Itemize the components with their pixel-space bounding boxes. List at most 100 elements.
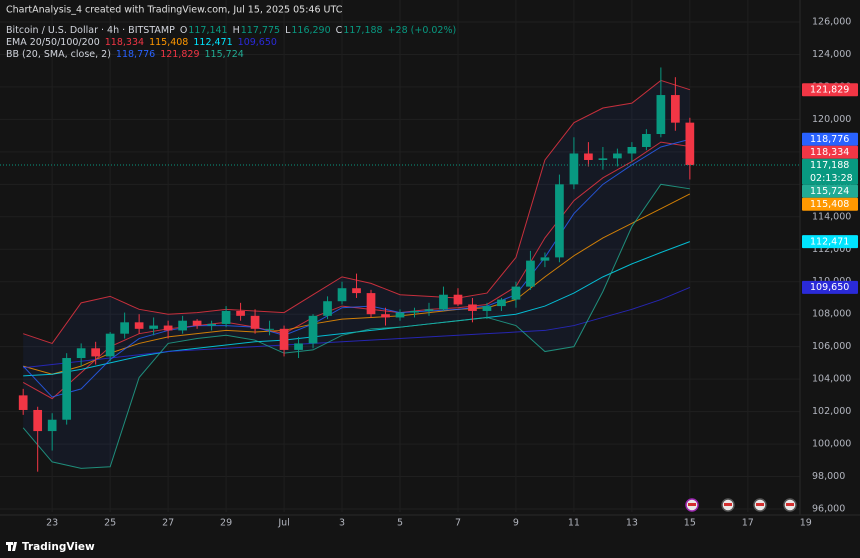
price-tag xyxy=(802,280,858,294)
header-item: BB (20, SMA, close, 2) xyxy=(6,49,111,60)
header-item: 117,141 xyxy=(188,25,227,36)
candle-body xyxy=(178,320,187,331)
candle-body xyxy=(352,288,361,294)
indicator-line xyxy=(23,193,691,375)
header-item: 117,188 xyxy=(343,25,382,36)
candle-body xyxy=(439,294,448,310)
candle-body xyxy=(381,314,390,318)
x-tick-label: Jul xyxy=(277,518,289,529)
y-tick-label: 104,000 xyxy=(812,374,851,385)
header-item: 116,290 xyxy=(291,25,330,36)
candle-body xyxy=(511,286,521,300)
candle-body xyxy=(62,358,72,420)
candle-body xyxy=(598,158,608,160)
candle-body xyxy=(149,325,158,329)
candle-body xyxy=(555,184,564,258)
x-tick-label: 3 xyxy=(339,518,345,529)
event-icon-flag xyxy=(786,503,794,506)
candle-body xyxy=(308,315,318,344)
candle-body xyxy=(424,309,434,311)
indicator-line xyxy=(22,141,690,400)
candle-body xyxy=(33,409,43,432)
candle-body xyxy=(395,312,405,318)
price-tag xyxy=(802,132,858,146)
candles xyxy=(18,67,695,472)
indicator-legend: BB (20, SMA, close, 2) 118,776 121,829 115,… xyxy=(6,49,244,60)
candle-body xyxy=(279,328,289,350)
header-item: 121,829 xyxy=(160,49,199,60)
y-tick-label: 112,000 xyxy=(812,244,851,255)
price-tag-label: 115,408 xyxy=(810,199,849,210)
candle-body xyxy=(685,122,695,166)
price-tag-label: 118,776 xyxy=(810,134,849,145)
candle-body xyxy=(105,333,115,357)
price-tag xyxy=(802,184,858,198)
y-tick-label: 100,000 xyxy=(812,439,851,450)
x-tick-label: 5 xyxy=(397,518,403,529)
price-tag-label: 112,471 xyxy=(810,236,849,247)
candle-body xyxy=(540,257,550,261)
candle-body xyxy=(323,301,332,316)
x-tick-label: 13 xyxy=(626,518,638,529)
footer: TradingView xyxy=(22,541,95,553)
logo-icon xyxy=(6,542,17,551)
header-item: 109,650 xyxy=(238,37,277,48)
x-tick-label: 19 xyxy=(800,518,812,529)
price-tag-label: 115,724 xyxy=(810,186,849,197)
candle-body xyxy=(410,310,419,313)
candle-body xyxy=(47,419,57,432)
symbol-line: Bitcoin / U.S. Dollar · 4h · BITSTAMP O11… xyxy=(6,25,456,36)
x-tick-label: 15 xyxy=(684,518,696,529)
header-item: EMA 20/50/100/200 xyxy=(6,37,100,48)
candle-body xyxy=(134,322,144,329)
candle-body xyxy=(163,325,173,331)
price-tag xyxy=(802,145,858,159)
header-item: L xyxy=(285,25,291,36)
header-item: Bitcoin / U.S. Dollar · 4h · BITSTAMP xyxy=(6,25,175,36)
candle-body xyxy=(497,299,506,307)
candle-body xyxy=(18,395,28,410)
header-item: C xyxy=(336,25,343,36)
candle-body xyxy=(91,348,100,357)
header-item: 112,471 xyxy=(193,37,232,48)
candle-body xyxy=(250,315,260,329)
indicator-legend: EMA 20/50/100/200 118,334 115,408 112,471 10… xyxy=(6,37,277,48)
y-tick-label: 102,000 xyxy=(812,406,851,417)
x-tick-label: 7 xyxy=(455,518,461,529)
header-item: 118,334 xyxy=(105,37,144,48)
y-tick-label: 120,000 xyxy=(812,114,851,125)
header-item: O xyxy=(180,25,187,36)
y-tick-label: 96,000 xyxy=(812,504,845,515)
price-tag-label: 121,829 xyxy=(810,85,849,96)
candle-body xyxy=(221,310,231,324)
header-item: H xyxy=(233,25,240,36)
watermark: ChartAnalysis_4 created with TradingView… xyxy=(6,5,343,16)
candle-body xyxy=(265,328,274,330)
indicator-line xyxy=(22,138,690,398)
price-tag-label: 109,650 xyxy=(810,282,849,293)
x-tick-label: 25 xyxy=(104,518,116,529)
y-tick-label: 126,000 xyxy=(812,17,851,28)
y-tick-label: 98,000 xyxy=(812,471,845,482)
candle-body xyxy=(613,153,622,159)
event-icon-flag xyxy=(756,503,764,506)
price-tag xyxy=(802,83,858,97)
price-tag xyxy=(802,197,858,211)
candle-body xyxy=(627,146,637,154)
candle-body xyxy=(76,348,86,359)
candle-body xyxy=(468,304,477,311)
candle-body xyxy=(120,322,129,334)
header-item: 115,724 xyxy=(205,49,244,60)
header-item: 115,408 xyxy=(149,37,188,48)
y-tick-label: 106,000 xyxy=(812,341,851,352)
candle-body xyxy=(453,294,463,305)
x-tick-label: 23 xyxy=(46,518,58,529)
event-icon-flag xyxy=(724,503,732,506)
candle-body xyxy=(569,153,579,185)
candle-body xyxy=(192,320,202,326)
event-icon-flag xyxy=(688,503,696,506)
x-tick-label: 11 xyxy=(568,518,580,529)
